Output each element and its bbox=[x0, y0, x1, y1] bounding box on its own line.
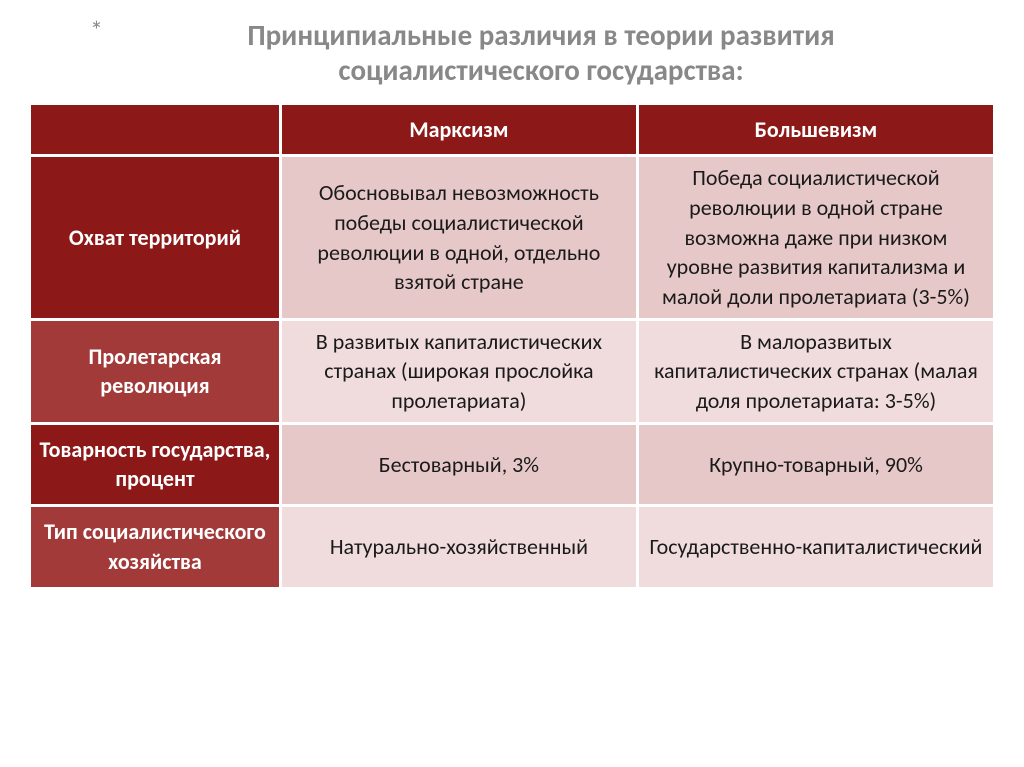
title-line-2: социалистического государства: bbox=[338, 52, 743, 88]
cell-marx-revolution: В развитых капиталистических странах (ши… bbox=[280, 319, 637, 423]
title-line-1: Принципиальные различия в теории развити… bbox=[247, 17, 834, 53]
table-header-row: Марксизм Большевизм bbox=[30, 103, 995, 156]
header-bolshevism: Большевизм bbox=[637, 103, 994, 156]
comparison-table: Марксизм Большевизм Охват территорий Обо… bbox=[28, 102, 996, 590]
cell-marx-economy: Натурально-хозяйственный bbox=[280, 506, 637, 588]
table-row: Охват территорий Обосновывал невозможнос… bbox=[30, 156, 995, 319]
cell-bol-territory: Победа социалистической революции в одно… bbox=[637, 156, 994, 319]
table-row: Тип социалистического хозяйства Натураль… bbox=[30, 506, 995, 588]
row-label-territory: Охват территорий bbox=[30, 156, 281, 319]
page-title: Принципиальные различия в теории развити… bbox=[86, 18, 996, 88]
table-row: Товарность государства, процент Бестовар… bbox=[30, 423, 995, 505]
row-label-revolution: Пролетарская революция bbox=[30, 319, 281, 423]
header-empty bbox=[30, 103, 281, 156]
asterisk-icon: * bbox=[90, 14, 103, 46]
cell-marx-territory: Обосновывал невозможность победы социали… bbox=[280, 156, 637, 319]
row-label-economy-type: Тип социалистического хозяйства bbox=[30, 506, 281, 588]
header-marxism: Марксизм bbox=[280, 103, 637, 156]
slide: * Принципиальные различия в теории разви… bbox=[0, 0, 1024, 767]
row-label-commodity: Товарность государства, процент bbox=[30, 423, 281, 505]
cell-bol-economy: Государственно-капиталистический bbox=[637, 506, 994, 588]
cell-bol-revolution: В малоразвитых капиталистических странах… bbox=[637, 319, 994, 423]
cell-marx-commodity: Бестоварный, 3% bbox=[280, 423, 637, 505]
title-block: * Принципиальные различия в теории разви… bbox=[28, 18, 996, 88]
table-row: Пролетарская революция В развитых капита… bbox=[30, 319, 995, 423]
cell-bol-commodity: Крупно-товарный, 90% bbox=[637, 423, 994, 505]
